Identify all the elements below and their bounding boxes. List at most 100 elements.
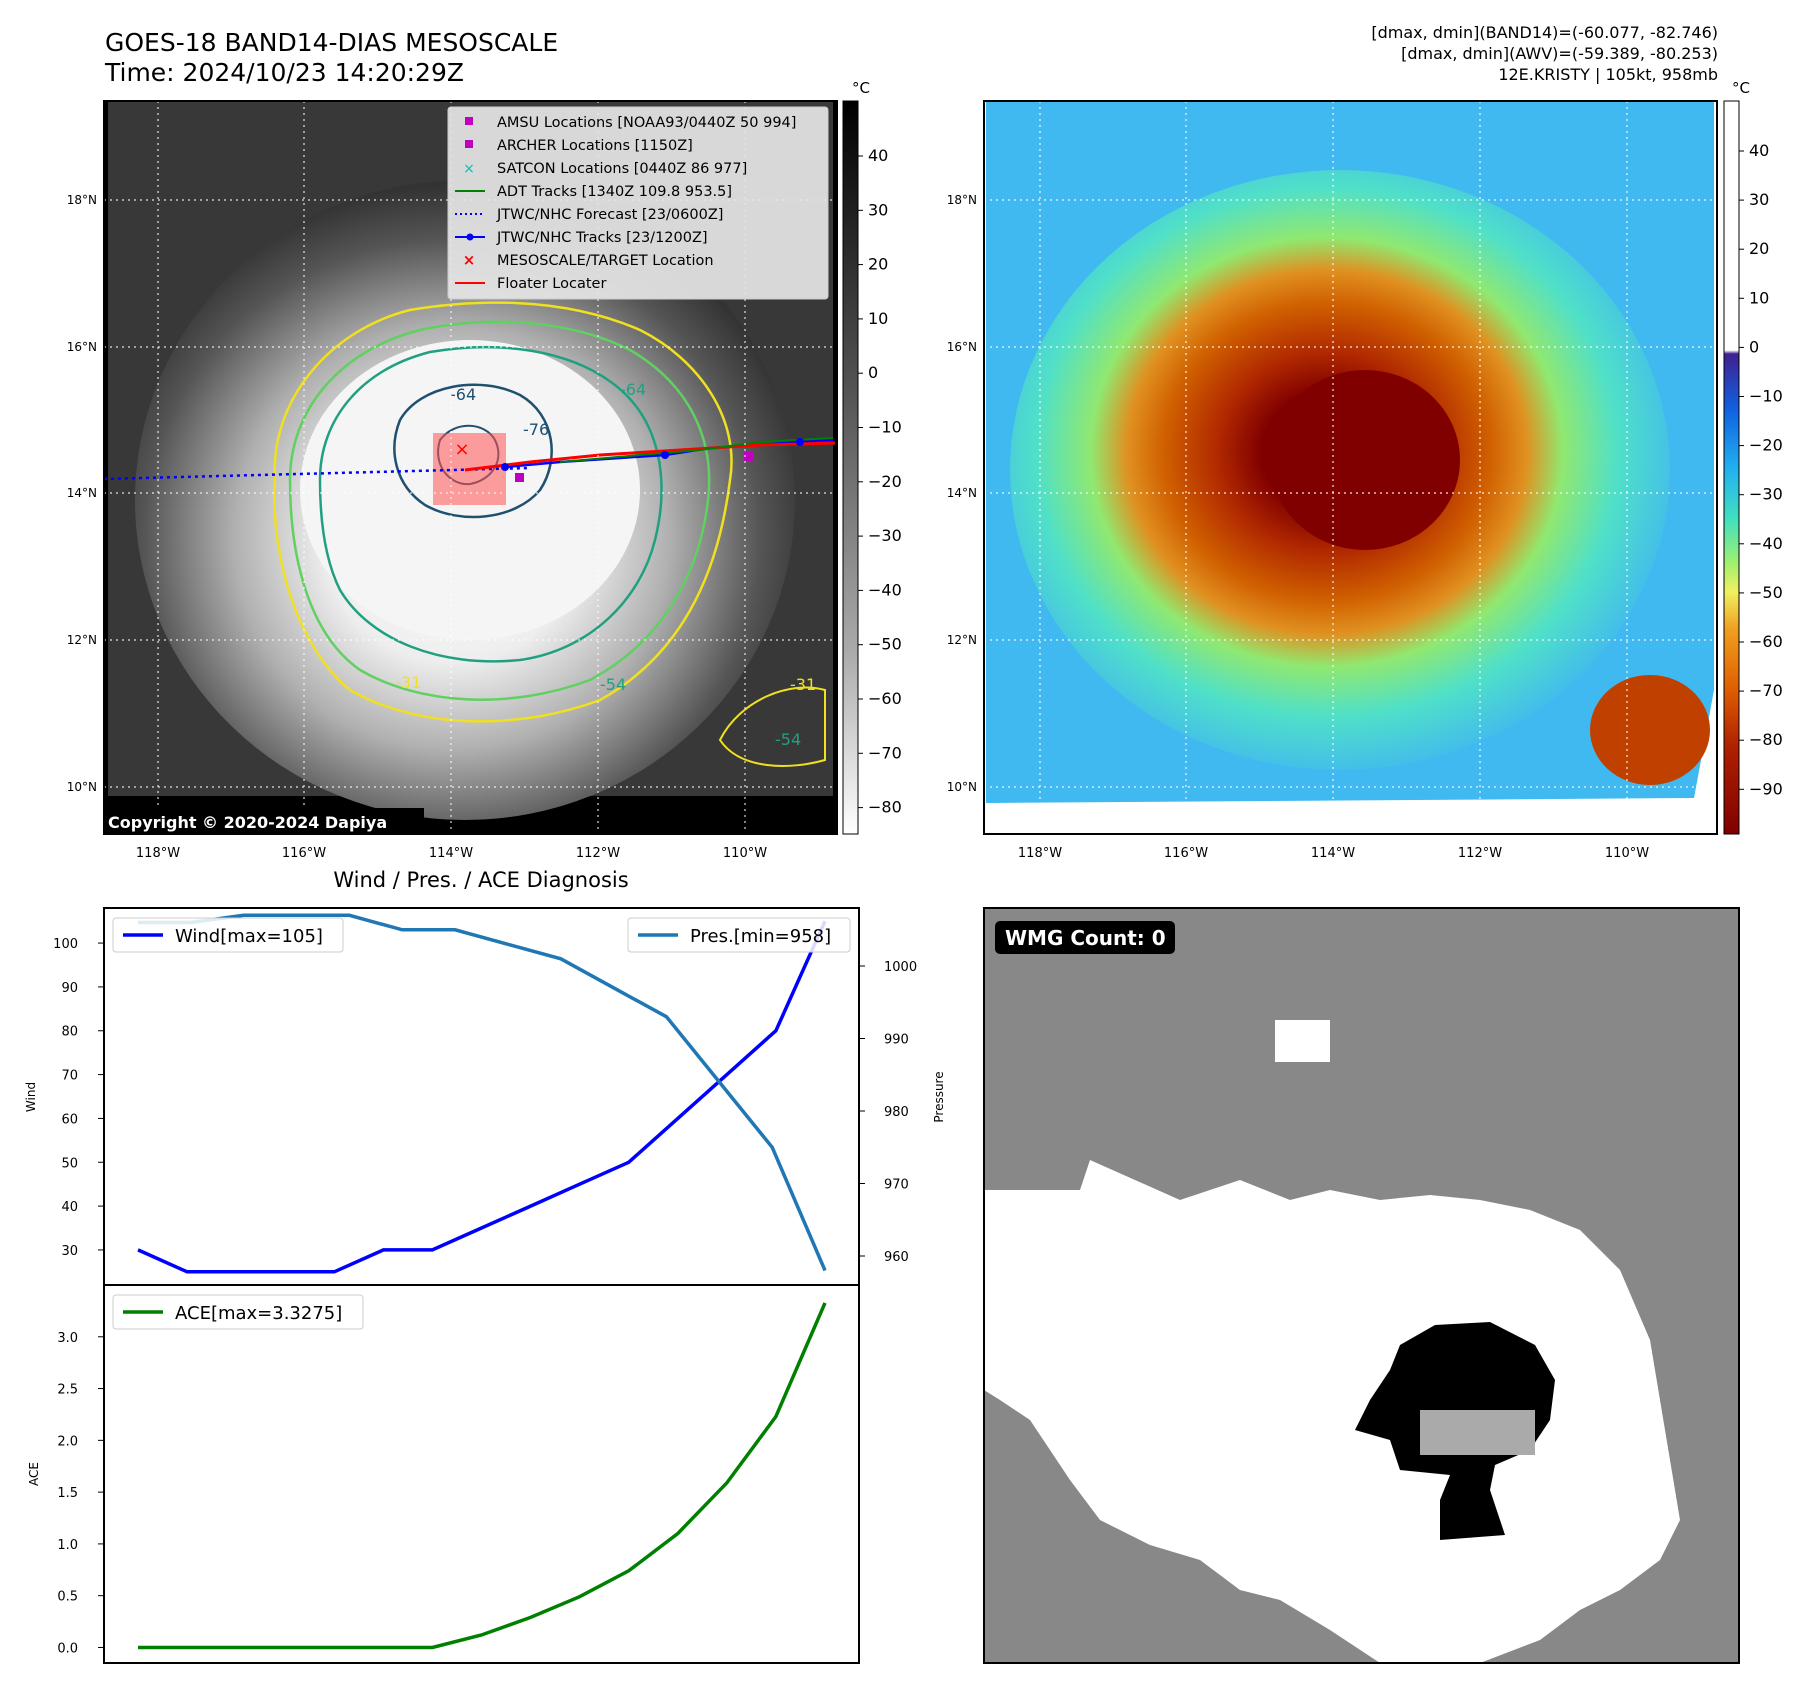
- diagnosis-title: Wind / Pres. / ACE Diagnosis: [333, 868, 628, 892]
- left-colorbar: °C 40 30 20 10 0 −10 −20 −30 −40 −50 −60 −70 −80: [842, 79, 902, 835]
- legend-archer: ARCHER Locations [1150Z]: [497, 138, 693, 154]
- stats-line-3: 12E.KRISTY | 105kt, 958mb: [1498, 65, 1718, 84]
- right-colorbar-tick-label: −80: [1749, 730, 1783, 749]
- wind-ytick-label: 100: [53, 937, 78, 952]
- stats-line-2: [dmax, dmin](AWV)=(-59.389, -80.253): [1401, 44, 1718, 63]
- target-marker: ×: [454, 439, 469, 460]
- legend-tracks: JTWC/NHC Tracks [23/1200Z]: [496, 230, 708, 246]
- copyright-box: [104, 808, 424, 834]
- right-map: 18°N 16°N 14°N 12°N 10°N 118°W 116°W 114…: [947, 100, 1718, 861]
- lat-label: 16°N: [947, 340, 977, 354]
- contour-label-7: -54: [775, 730, 801, 749]
- legend-forecast: JTWC/NHC Forecast [23/0600Z]: [496, 207, 723, 223]
- left-colorbar-tick-label: 20: [868, 255, 888, 274]
- pressure-ytick-label: 970: [884, 1178, 909, 1193]
- left-colorbar-tick-label: −30: [868, 526, 902, 545]
- wind-ylabel: Wind: [24, 1082, 38, 1112]
- right-colorbar: °C 40 30 20 10 0 −10 −20 −30 −40 −50 −60 −70 −80 −90: [1723, 79, 1783, 835]
- contour-label-3: -64: [620, 380, 646, 399]
- right-colorbar-tick-label: 10: [1749, 288, 1769, 307]
- track-point: [501, 463, 509, 471]
- wind-ytick-label: 60: [61, 1112, 78, 1127]
- adt-track-line: [559, 437, 834, 463]
- left-colorbar-tick-label: −70: [868, 743, 902, 762]
- lon-label: 112°W: [1458, 846, 1502, 861]
- lat-label: 14°N: [67, 486, 97, 500]
- contour-teal: [318, 345, 663, 663]
- wind-ytick-label: 30: [61, 1244, 78, 1259]
- wmg-count-label: WMG Count: 0: [1005, 926, 1166, 950]
- left-colorbar-tick-label: 0: [868, 363, 878, 382]
- right-colorbar-tick-label: 0: [1749, 337, 1759, 356]
- wmg-eye-gray: [1420, 1410, 1535, 1455]
- storm-lower-right-cell: [1590, 675, 1710, 785]
- legend-satcon-symbol: ×: [463, 161, 475, 177]
- wind-ytick-label: 70: [61, 1069, 78, 1084]
- left-map-frame: [103, 100, 838, 835]
- wind-legend-box: [112, 917, 344, 953]
- right-colorbar-tick-label: −50: [1749, 583, 1783, 602]
- wind-ytick-label: 40: [61, 1200, 78, 1215]
- right-colorbar-tick-label: 20: [1749, 239, 1769, 258]
- lat-label: 12°N: [67, 633, 97, 647]
- lat-label: 10°N: [947, 780, 977, 794]
- floater-locater-line: [464, 441, 836, 472]
- right-map-lon-labels: 118°W 116°W 114°W 112°W 110°W: [1018, 846, 1649, 861]
- lon-label: 118°W: [1018, 846, 1062, 861]
- contour-label-4: -54: [600, 675, 626, 694]
- contour-green: [288, 320, 711, 701]
- ace-legend: ACE[max=3.3275]: [112, 1294, 364, 1330]
- lat-label: 14°N: [947, 486, 977, 500]
- ace-chart: 3.0 2.5 2.0 1.5 1.0 0.5 0.0 ACE ACE[max=3.3275…: [27, 1284, 860, 1664]
- right-colorbar-tick-label: −40: [1749, 534, 1783, 553]
- right-map-gridlines: [984, 101, 1717, 834]
- ace-ylabel: ACE: [27, 1462, 41, 1486]
- stats-line-1: [dmax, dmin](BAND14)=(-60.077, -82.746): [1371, 23, 1718, 42]
- left-map-lat-labels: 18°N 16°N 14°N 12°N 10°N: [67, 193, 97, 794]
- left-colorbar-tick-label: −80: [868, 798, 902, 817]
- left-colorbar-tick-label: −20: [868, 472, 902, 491]
- lon-label: 110°W: [1605, 846, 1649, 861]
- wind-ytick-label: 50: [61, 1156, 78, 1171]
- right-colorbar-tick-label: −10: [1749, 387, 1783, 406]
- title-line-2: Time: 2024/10/23 14:20:29Z: [104, 58, 464, 87]
- legend-archer-symbol: [465, 140, 473, 148]
- lon-label: 112°W: [576, 846, 620, 861]
- ace-ytick-label: 0.0: [57, 1641, 78, 1656]
- right-colorbar-tick-label: 30: [1749, 190, 1769, 209]
- jtwc-forecast-line: [103, 466, 531, 481]
- legend-adt: ADT Tracks [1340Z 109.8 953.5]: [497, 184, 732, 200]
- wmg-label-box: [995, 921, 1175, 954]
- lat-label: 16°N: [67, 340, 97, 354]
- contour-yellow: [273, 301, 733, 723]
- left-colorbar-tick-label: 40: [868, 146, 888, 165]
- right-colorbar-tick-label: 40: [1749, 141, 1769, 160]
- pressure-ytick-label: 980: [884, 1105, 909, 1120]
- left-colorbar-bar: [842, 100, 859, 835]
- legend-target: MESOSCALE/TARGET Location: [497, 253, 714, 269]
- ace-ytick-label: 0.5: [57, 1590, 78, 1605]
- pressure-legend: Pres.[min=958]: [627, 917, 851, 953]
- wmg-panel: WMG Count: 0: [983, 907, 1740, 1664]
- legend-amsu-symbol: [465, 117, 473, 125]
- right-map-lat-labels: 18°N 16°N 14°N 12°N 10°N: [947, 193, 977, 794]
- contour-label-2: -76: [523, 420, 549, 439]
- lon-label: 110°W: [723, 846, 767, 861]
- archer-marker: [515, 473, 524, 482]
- right-colorbar-tick-label: −60: [1749, 632, 1783, 651]
- right-colorbar-tick-label: −30: [1749, 485, 1783, 504]
- lon-label: 114°W: [1311, 846, 1355, 861]
- right-colorbar-tick-label: −90: [1749, 779, 1783, 798]
- left-colorbar-tick-label: −50: [868, 635, 902, 654]
- wind-legend-label: Wind[max=105]: [175, 926, 323, 947]
- left-colorbar-tick-label: 10: [868, 309, 888, 328]
- right-colorbar-bar: [1723, 100, 1740, 835]
- track-point: [661, 451, 669, 459]
- ace-legend-box: [112, 1294, 364, 1330]
- lon-label: 114°W: [429, 846, 473, 861]
- ace-chart-frame: [103, 1284, 860, 1664]
- wind-ytick-label: 90: [61, 981, 78, 996]
- contour-label-5: -31: [395, 673, 421, 692]
